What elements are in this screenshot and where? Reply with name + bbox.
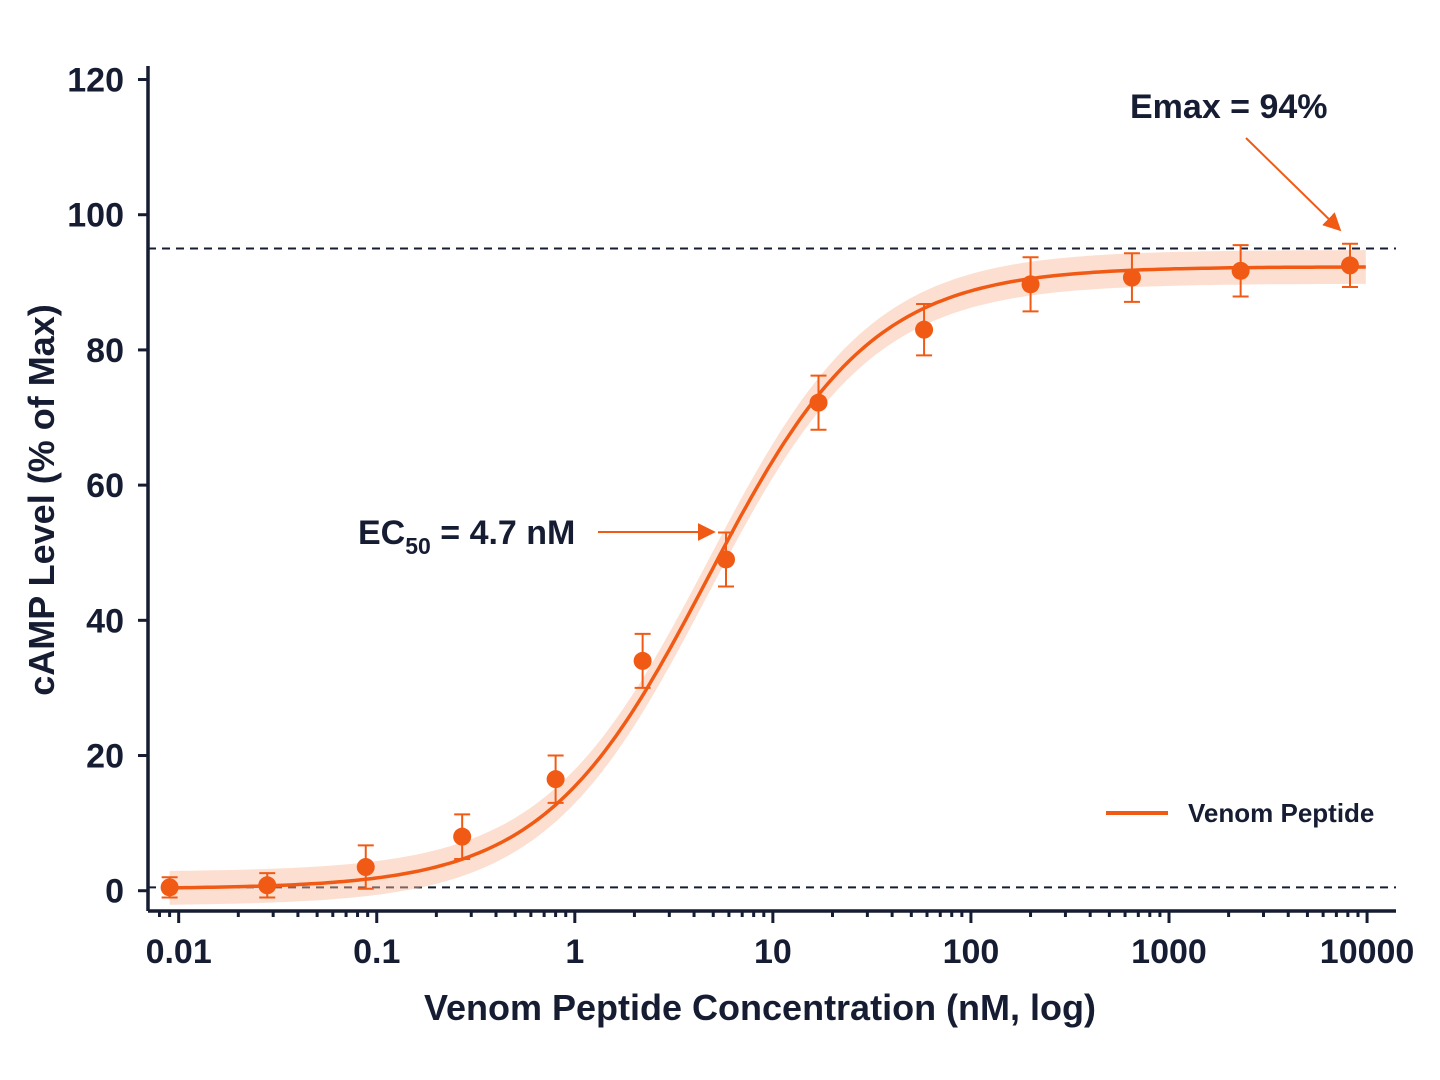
y-tick-label: 80 <box>86 332 124 370</box>
x-tick-label: 0.1 <box>353 933 400 971</box>
data-point <box>1021 275 1040 294</box>
ec50-prefix: EC <box>358 514 405 552</box>
x-tick-label: 1 <box>565 933 584 971</box>
fit-confidence-band <box>169 250 1366 905</box>
data-point <box>915 320 934 339</box>
ec50-suffix: = 4.7 nM <box>431 514 576 552</box>
ec50-annotation: EC50 = 4.7 nM <box>358 514 575 559</box>
y-axis-title: cAMP Level (% of Max) <box>21 304 62 695</box>
data-points <box>160 256 1359 897</box>
x-axis-title: Venom Peptide Concentration (nM, log) <box>424 987 1096 1028</box>
emax-annotation: Emax = 94% <box>1130 88 1328 126</box>
y-tick-label: 120 <box>67 62 124 100</box>
data-point <box>160 878 179 897</box>
data-point <box>717 550 736 569</box>
y-tick-label: 60 <box>86 467 124 505</box>
data-point <box>1122 268 1141 287</box>
data-point <box>453 827 472 846</box>
error-bars <box>161 242 1358 899</box>
reference-lines <box>148 247 1396 889</box>
data-point <box>356 858 375 877</box>
y-tick-label: 40 <box>86 602 124 640</box>
x-tick-label: 100 <box>943 933 1000 971</box>
x-axis-ticks: 0.01 0.1 1 10 100 1000 10000 <box>146 911 1415 971</box>
data-point <box>633 651 652 670</box>
fit-curve <box>169 265 1366 890</box>
data-point <box>1340 256 1359 275</box>
ec50-subscript: 50 <box>405 533 431 559</box>
data-point <box>258 876 277 895</box>
legend-label-venom-peptide: Venom Peptide <box>1188 798 1374 828</box>
y-tick-label: 100 <box>67 197 124 235</box>
data-point <box>1231 261 1250 280</box>
legend: Venom Peptide <box>1106 798 1374 828</box>
data-point <box>809 393 828 412</box>
y-tick-label: 0 <box>105 873 124 911</box>
x-tick-label: 0.01 <box>146 933 212 971</box>
y-axis-ticks: 0 20 40 60 80 100 120 <box>67 62 148 911</box>
x-tick-label: 10000 <box>1320 933 1415 971</box>
x-tick-label: 10 <box>754 933 792 971</box>
y-tick-label: 20 <box>86 738 124 776</box>
data-point <box>546 770 565 789</box>
emax-arrow <box>1245 137 1342 232</box>
x-tick-label: 1000 <box>1131 933 1207 971</box>
